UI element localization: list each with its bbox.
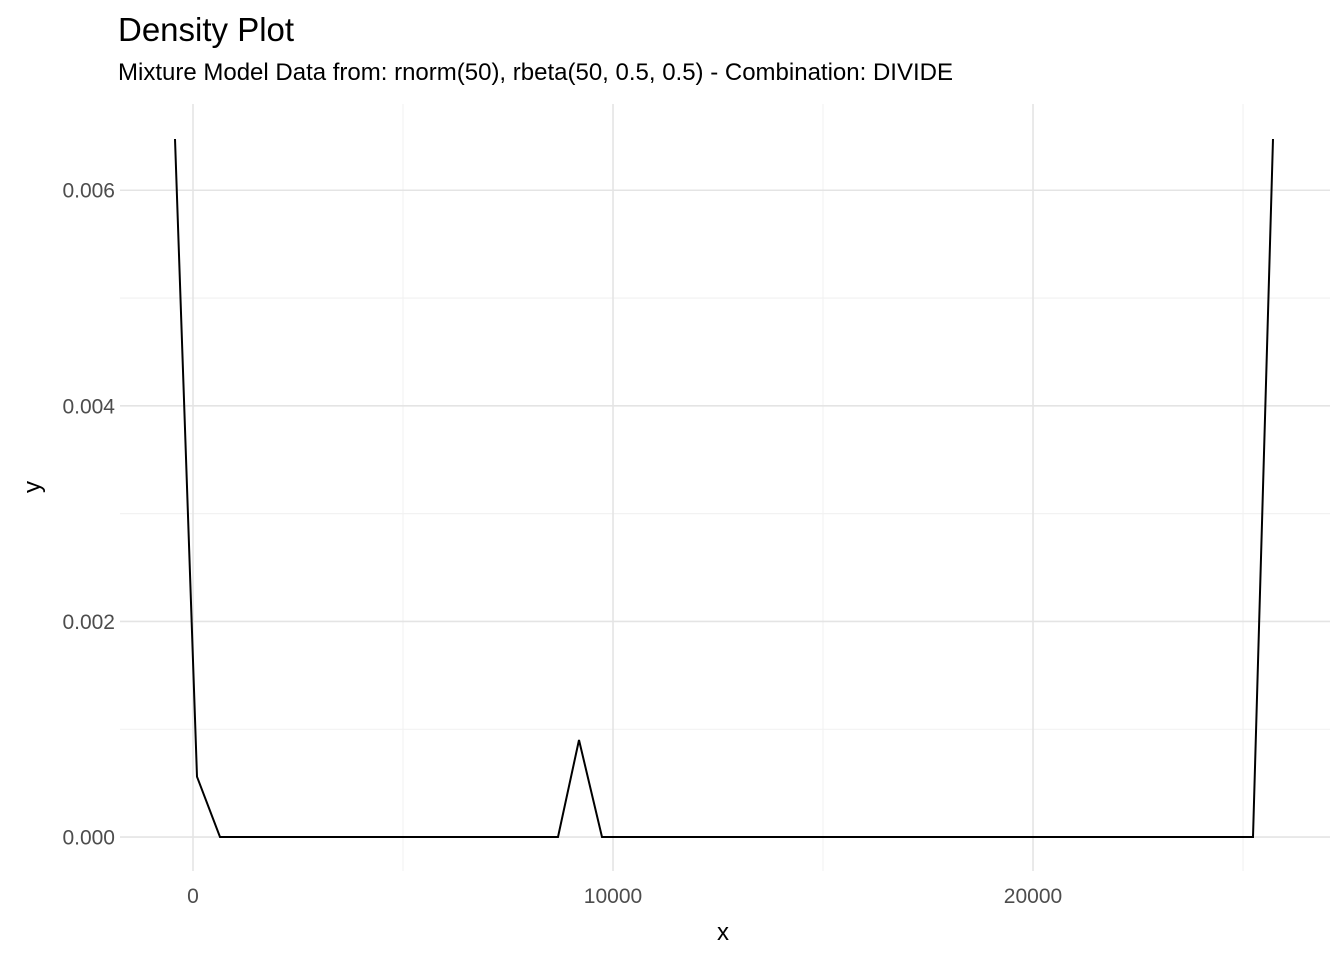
density-line	[174, 138, 1274, 838]
y-tick-label: 0.006	[62, 180, 115, 203]
x-axis-title: x	[717, 919, 729, 946]
x-tick-label: 10000	[584, 885, 642, 908]
plot-subtitle: Mixture Model Data from: rnorm(50), rbet…	[118, 59, 953, 86]
plot-title: Density Plot	[118, 11, 295, 48]
x-tick-label: 0	[187, 885, 199, 908]
x-tick-label: 20000	[1004, 885, 1062, 908]
gridlines-major	[120, 104, 1330, 871]
y-tick-label: 0.000	[62, 827, 115, 850]
gridlines-minor	[120, 104, 1330, 871]
y-tick-label: 0.002	[62, 611, 115, 634]
y-axis-title: y	[19, 481, 46, 493]
y-axis-tick-labels: 0.000 0.002 0.004 0.006	[62, 180, 115, 850]
x-axis-tick-labels: 0 10000 20000	[187, 885, 1062, 908]
y-tick-label: 0.004	[62, 395, 115, 418]
